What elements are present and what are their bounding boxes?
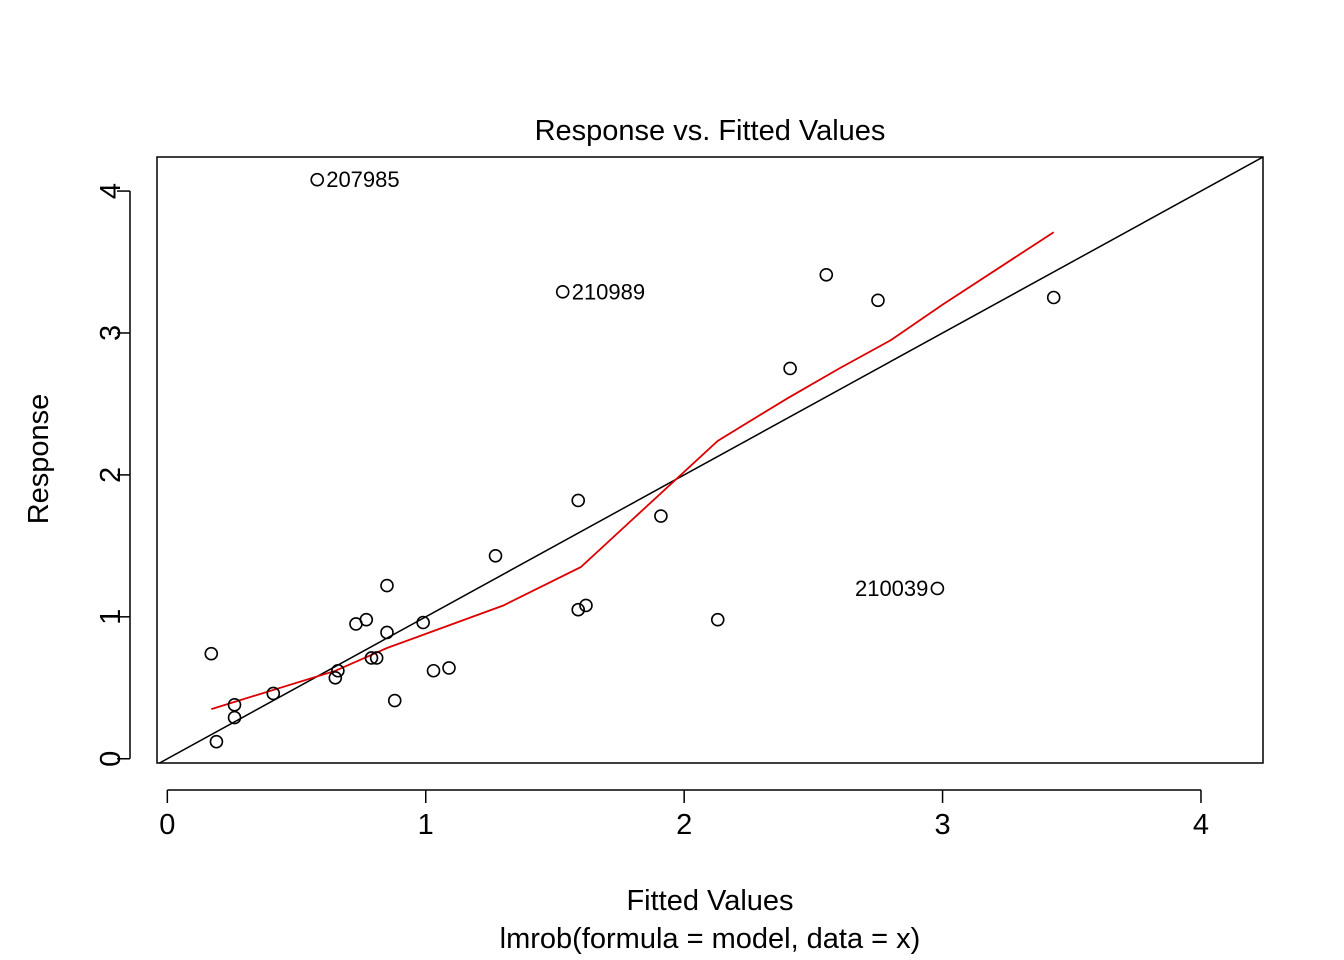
x-axis-label: Fitted Values (626, 885, 793, 917)
data-point (364, 651, 379, 665)
data-point (654, 509, 668, 523)
y-tick-label: 2 (95, 467, 127, 483)
point-id-label: 210989 (572, 279, 645, 304)
plot-frame (156, 156, 1264, 764)
data-point (380, 625, 394, 640)
point-id-label: 207985 (326, 167, 399, 192)
data-point (331, 663, 345, 678)
data-point (871, 293, 885, 308)
data-point (442, 661, 456, 675)
data-point (310, 172, 325, 187)
axes: 0 1 2 3 4 0 1 2 3 4 (95, 183, 1209, 841)
fit-lines (158, 157, 1263, 763)
data-point (555, 285, 570, 299)
data-point (387, 693, 402, 708)
data-point (571, 493, 586, 508)
data-point (571, 602, 586, 617)
data-point (488, 548, 503, 563)
x-tick-label: 4 (1193, 809, 1209, 841)
x-tick-label: 2 (676, 809, 692, 841)
point-id-label: 210039 (855, 576, 928, 601)
data-point (227, 698, 242, 712)
data-point (369, 651, 384, 665)
y-tick-label: 4 (95, 183, 127, 199)
identity-line (158, 157, 1263, 763)
y-tick-label: 1 (95, 609, 127, 625)
x-tick-label: 1 (418, 809, 434, 841)
data-point (783, 361, 797, 376)
data-point (359, 612, 374, 627)
data-point (416, 615, 430, 630)
y-tick-label: 3 (95, 325, 127, 341)
data-point (579, 598, 593, 613)
point-labels: 207985 210989 210039 (326, 167, 928, 601)
data-point (930, 581, 945, 596)
data-points (204, 172, 1061, 749)
x-tick-label: 0 (159, 809, 175, 841)
y-tick-label: 0 (95, 751, 127, 767)
chart-subtitle: lmrob(formula = model, data = x) (500, 923, 921, 955)
data-point (209, 734, 224, 749)
x-tick-label: 3 (934, 809, 950, 841)
data-point (204, 646, 219, 661)
data-point (380, 578, 394, 593)
chart-title: Response vs. Fitted Values (535, 115, 886, 147)
data-point (710, 612, 725, 627)
data-point (819, 267, 834, 282)
y-axis-label: Response (23, 394, 55, 525)
data-point (328, 671, 343, 685)
data-point (266, 686, 281, 701)
data-point (426, 663, 441, 678)
data-point (1046, 290, 1061, 305)
